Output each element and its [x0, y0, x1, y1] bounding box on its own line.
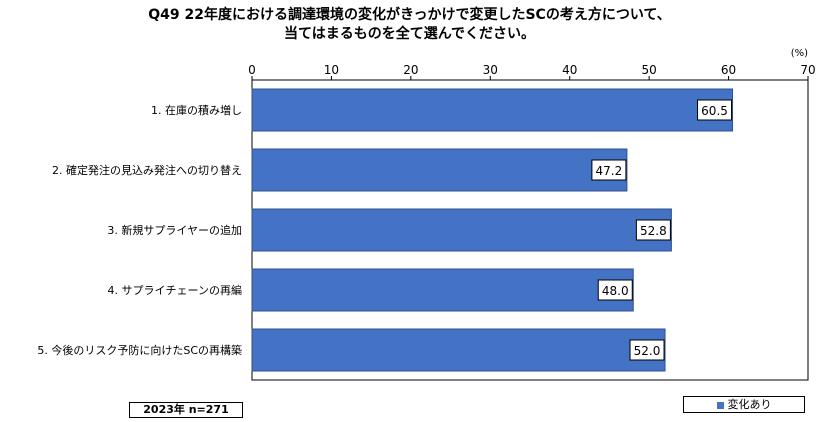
- unit-label: (%): [791, 48, 808, 59]
- x-tick-label: 20: [403, 63, 418, 77]
- data-label: 52.8: [640, 224, 667, 238]
- data-label: 60.5: [701, 104, 728, 118]
- chart-title-line2: 当てはまるものを全て選んでください。: [283, 26, 536, 42]
- data-label-box: [597, 279, 633, 301]
- bar: [251, 88, 734, 132]
- data-label: 48.0: [602, 284, 629, 298]
- data-label: 47.2: [596, 164, 623, 178]
- category-label: 4. サプライチェーンの再編: [108, 283, 242, 297]
- x-tick-label: 70: [800, 63, 815, 77]
- bar: [251, 208, 672, 252]
- bar: [251, 268, 634, 312]
- legend-swatch: [716, 401, 724, 409]
- bar: [251, 328, 666, 372]
- data-label: 52.0: [634, 344, 661, 358]
- chart-title-line1: Q49 22年度における調達環境の変化がきっかけで変更したSCの考え方について、: [148, 7, 671, 23]
- x-tick-label: 0: [248, 63, 256, 77]
- category-label: 5. 今後のリスク予防に向けたSCの再構築: [37, 343, 242, 357]
- category-label: 3. 新規サプライヤーの追加: [107, 223, 242, 237]
- x-tick-label: 40: [562, 63, 577, 77]
- data-label-box: [629, 339, 665, 361]
- data-label-box: [697, 99, 733, 121]
- category-label: 2. 確定発注の見込み発注への切り替え: [52, 163, 242, 177]
- legend-label: 変化あり: [727, 398, 772, 411]
- category-label: 1. 在庫の積み増し: [151, 103, 242, 117]
- legend: 変化あり: [683, 396, 805, 413]
- x-tick-label: 60: [721, 63, 736, 77]
- x-tick-label: 50: [642, 63, 657, 77]
- sample-size-note: 2023年 n=271: [129, 402, 243, 418]
- data-label-box: [591, 159, 627, 181]
- x-tick-label: 10: [324, 63, 339, 77]
- x-tick-label: 30: [483, 63, 498, 77]
- data-label-box: [635, 219, 671, 241]
- bar: [251, 148, 628, 192]
